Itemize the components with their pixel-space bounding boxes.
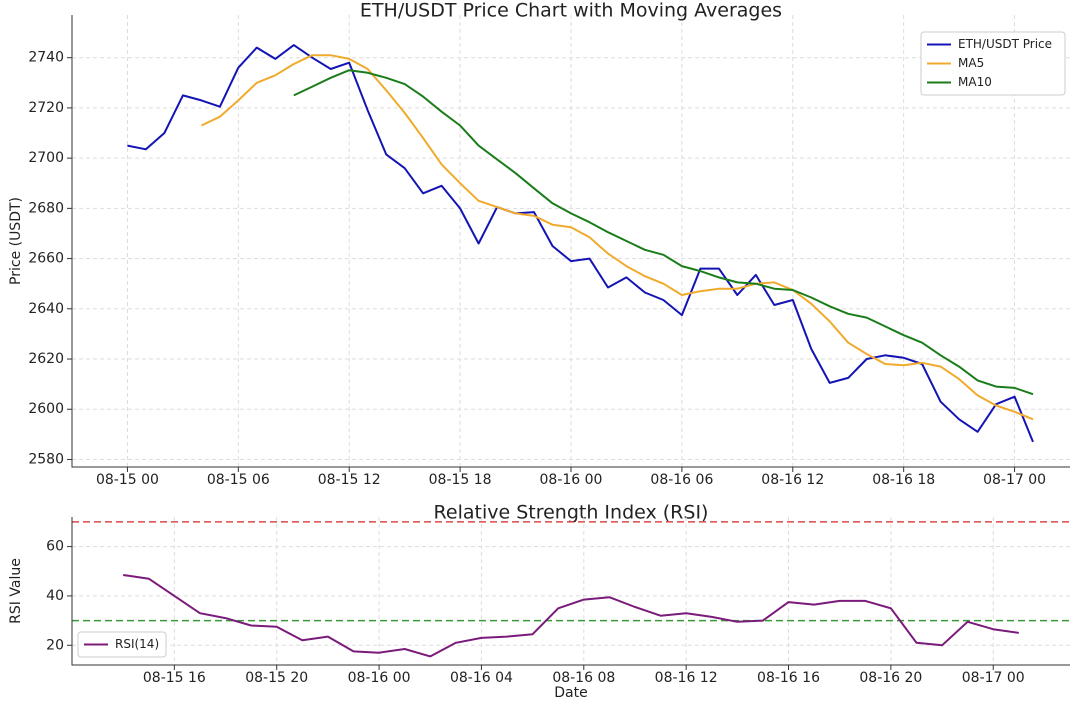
series-line [127,44,1034,443]
series-line [293,69,1034,396]
axes-frame [71,15,1070,468]
legend-box [920,31,1066,96]
legend-label: MA10 [958,75,992,89]
x-tick-label: 08-15 06 [207,472,270,488]
x-tick-label: 08-16 16 [757,670,820,686]
y-tick-label: 2720 [28,100,64,116]
y-tick-label: 2660 [28,251,64,267]
y-axis-label: Price (USDT) [8,197,24,285]
axes-frame [71,517,1070,666]
y-tick-label: 2640 [28,301,64,317]
x-tick-label: 08-16 20 [859,670,922,686]
y-tick-label: 20 [46,637,64,653]
y-tick-label: 2580 [28,451,64,467]
x-tick-label: 08-16 12 [761,472,824,488]
legend-label: MA5 [958,56,984,70]
x-tick-label: 08-15 18 [429,472,492,488]
y-tick-label: 2740 [28,50,64,66]
x-tick-label: 08-16 08 [552,670,615,686]
x-tick-label: 08-16 00 [348,670,411,686]
chart-title: ETH/USDT Price Chart with Moving Average… [360,0,782,22]
x-tick-label: 08-15 12 [318,472,381,488]
x-axis-label: Date [554,685,587,701]
y-tick-label: 2620 [28,351,64,367]
y-tick-label: 2700 [28,150,64,166]
legend-box [77,631,167,658]
y-tick-label: 2600 [28,401,64,417]
x-tick-label: 08-17 00 [962,670,1025,686]
x-tick-label: 08-15 16 [143,670,206,686]
x-tick-label: 08-15 00 [96,472,159,488]
legend-label: RSI(14) [115,637,159,651]
x-tick-label: 08-17 00 [983,472,1046,488]
series-line [123,574,1019,658]
x-tick-label: 08-15 20 [245,670,308,686]
chart-title: Relative Strength Index (RSI) [434,502,709,524]
legend-label: ETH/USDT Price [958,37,1052,51]
x-tick-label: 08-16 12 [655,670,718,686]
y-tick-label: 60 [46,539,64,555]
x-tick-label: 08-16 06 [650,472,713,488]
series-line [200,54,1034,421]
y-tick-label: 40 [46,588,64,604]
x-tick-label: 08-16 04 [450,670,513,686]
y-axis-label: RSI Value [8,558,24,624]
y-tick-label: 2680 [28,200,64,216]
x-tick-label: 08-16 18 [872,472,935,488]
x-tick-label: 08-16 00 [540,472,603,488]
